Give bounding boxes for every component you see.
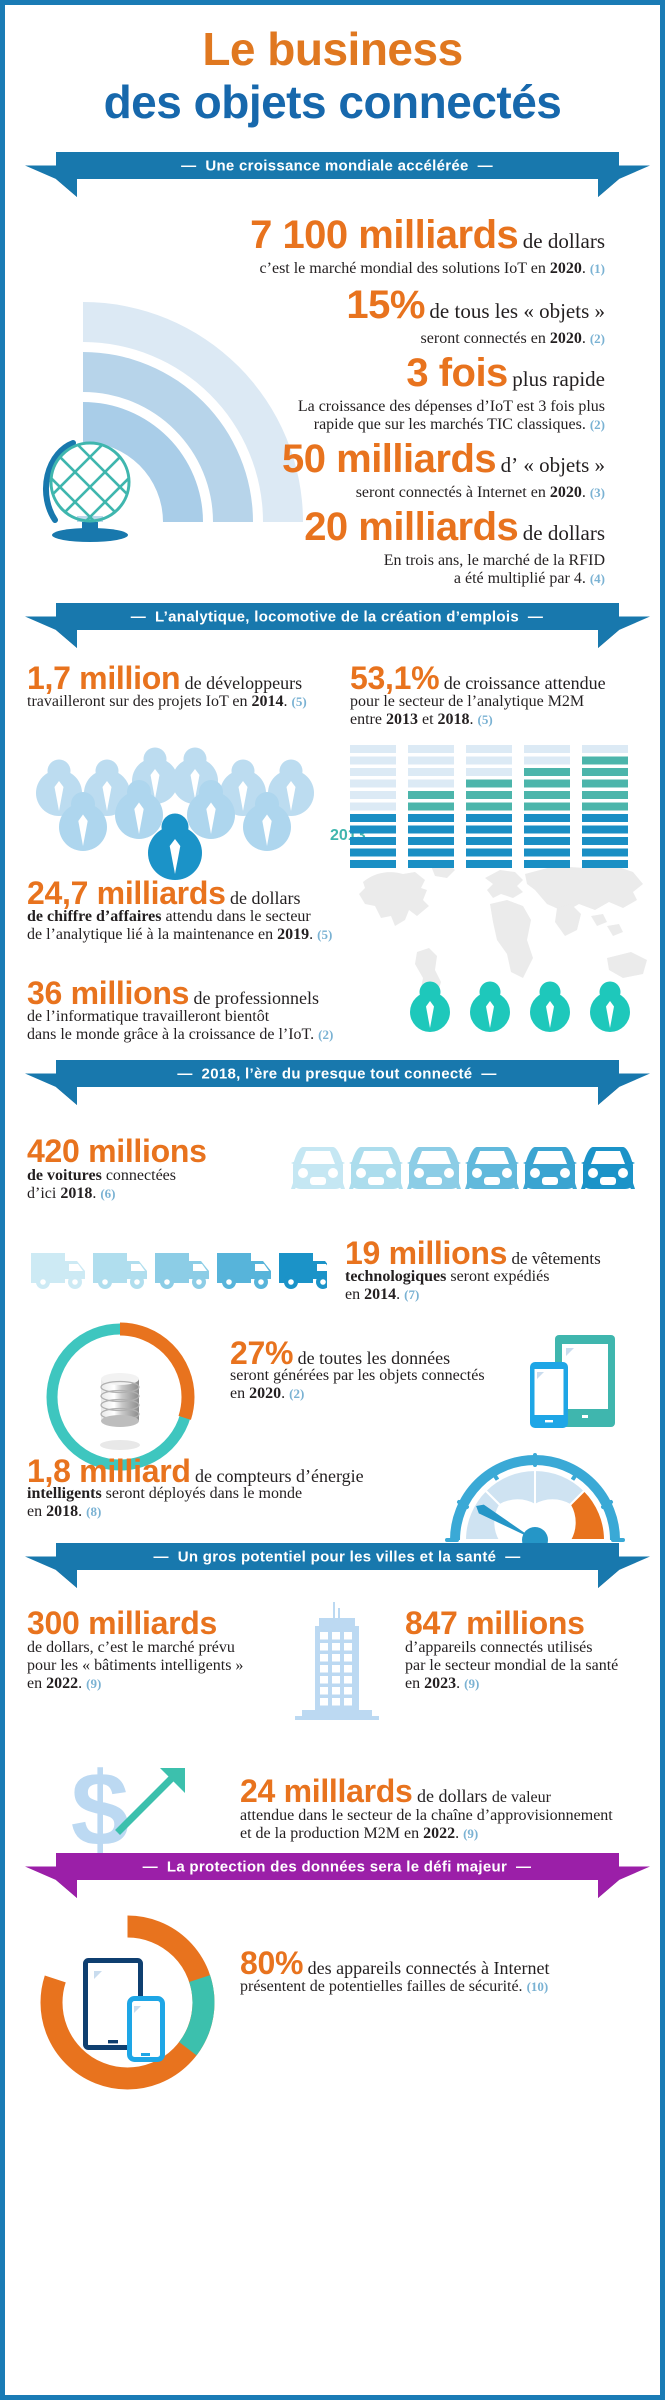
svg-text:— Un gros potentiel pour les: — Un gros potentiel pour les villes et l… xyxy=(153,1549,520,1566)
svg-text:— La protection des données s: — La protection des données sera le défi… xyxy=(143,1859,532,1876)
svg-text:$: $ xyxy=(71,1751,129,1860)
svg-text:— Une croissance mondiale acc: — Une croissance mondiale accélérée — xyxy=(181,158,493,175)
svg-text:— 2018, l’ère du presque tout: — 2018, l’ère du presque tout connecté — xyxy=(177,1066,496,1083)
svg-text:— L’analytique, locomotive de: — L’analytique, locomotive de la créatio… xyxy=(131,609,543,626)
